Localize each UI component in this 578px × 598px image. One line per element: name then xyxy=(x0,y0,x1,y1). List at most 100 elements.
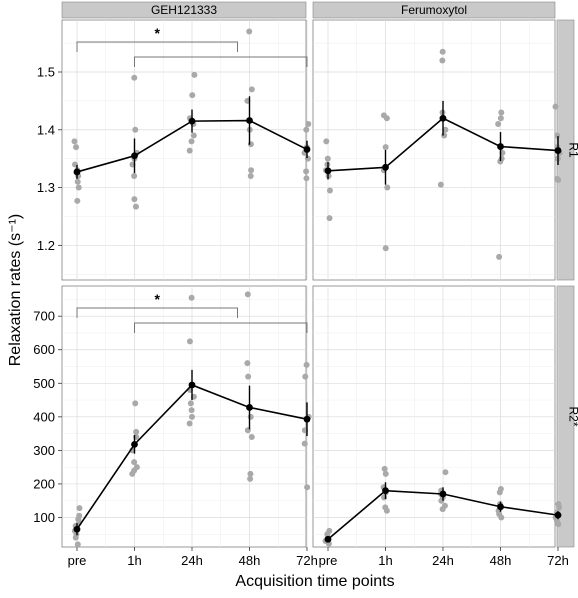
raw-data-point xyxy=(498,115,504,121)
mean-point xyxy=(555,147,562,154)
raw-data-point xyxy=(132,127,138,133)
raw-data-point xyxy=(245,291,251,297)
raw-data-point xyxy=(244,360,250,366)
raw-data-point xyxy=(189,92,195,98)
raw-data-point xyxy=(187,338,193,344)
significance-label: * xyxy=(155,25,161,41)
raw-data-point xyxy=(246,29,252,35)
mean-point xyxy=(131,441,138,448)
x-tick-label: 24h xyxy=(432,553,454,568)
raw-data-point xyxy=(327,187,333,193)
raw-data-point xyxy=(129,471,135,477)
raw-data-point xyxy=(305,121,311,127)
y-tick-label: 1.3 xyxy=(37,180,55,195)
y-tick-label: 1.5 xyxy=(37,65,55,80)
raw-data-point xyxy=(73,144,79,150)
raw-data-point xyxy=(248,173,254,179)
raw-data-point xyxy=(384,185,390,191)
raw-data-point xyxy=(442,469,448,475)
raw-data-point xyxy=(383,471,389,477)
raw-data-point xyxy=(302,374,308,380)
y-tick-label: 100 xyxy=(33,510,55,525)
raw-data-point xyxy=(383,245,389,251)
raw-data-point xyxy=(440,506,446,512)
mean-point xyxy=(246,404,253,411)
raw-data-point xyxy=(73,535,79,541)
raw-data-point xyxy=(305,156,311,162)
raw-data-point xyxy=(188,400,194,406)
raw-data-point xyxy=(498,109,504,115)
x-tick-label: pre xyxy=(319,553,338,568)
mean-point xyxy=(246,117,253,124)
raw-data-point xyxy=(247,476,253,482)
mean-point xyxy=(497,503,504,510)
raw-data-point xyxy=(303,127,309,133)
raw-data-point xyxy=(440,49,446,55)
raw-data-point xyxy=(304,362,310,368)
raw-data-point xyxy=(555,177,561,183)
raw-data-point xyxy=(187,421,193,427)
raw-data-point xyxy=(302,441,308,447)
row-strip-label: R2* xyxy=(567,406,578,426)
raw-data-point xyxy=(497,489,503,495)
raw-data-point xyxy=(133,204,139,210)
mean-point xyxy=(440,491,447,498)
mean-point xyxy=(304,146,311,153)
raw-data-point xyxy=(555,521,561,527)
mean-point xyxy=(325,167,332,174)
raw-data-point xyxy=(75,179,81,185)
mean-point xyxy=(382,487,389,494)
raw-data-point xyxy=(187,148,193,154)
mean-point xyxy=(131,152,138,159)
panel-background xyxy=(313,20,555,280)
raw-data-point xyxy=(189,407,195,413)
raw-data-point xyxy=(76,505,82,511)
raw-data-point xyxy=(76,185,82,191)
raw-data-point xyxy=(303,168,309,174)
mean-point xyxy=(304,416,311,423)
raw-data-point xyxy=(384,508,390,514)
raw-data-point xyxy=(303,175,309,181)
raw-data-point xyxy=(441,133,447,139)
raw-data-point xyxy=(189,414,195,420)
x-tick-label: 1h xyxy=(378,553,392,568)
raw-data-point xyxy=(75,541,81,547)
raw-data-point xyxy=(553,104,559,110)
raw-data-point xyxy=(304,484,310,490)
raw-data-point xyxy=(132,400,138,406)
raw-data-point xyxy=(248,414,254,420)
x-axis-title: Acquisition time points xyxy=(235,573,394,590)
mean-point xyxy=(189,118,196,125)
raw-data-point xyxy=(245,374,251,380)
column-strip-label: Ferumoxytol xyxy=(401,3,467,17)
raw-data-point xyxy=(439,57,445,63)
y-tick-label: 1.4 xyxy=(37,122,55,137)
mean-point xyxy=(74,169,81,176)
mean-point xyxy=(325,536,332,543)
x-tick-label: 48h xyxy=(239,553,261,568)
raw-data-point xyxy=(189,295,195,301)
x-tick-label: pre xyxy=(68,553,87,568)
raw-data-point xyxy=(327,215,333,221)
raw-data-point xyxy=(323,138,329,144)
y-tick-label: 600 xyxy=(33,342,55,357)
x-tick-label: 24h xyxy=(181,553,203,568)
raw-data-point xyxy=(72,138,78,144)
raw-data-point xyxy=(382,466,388,472)
mean-point xyxy=(497,143,504,150)
raw-data-point xyxy=(131,196,137,202)
raw-data-point xyxy=(189,138,195,144)
raw-data-point xyxy=(384,115,390,121)
mean-point xyxy=(555,512,562,519)
raw-data-point xyxy=(495,121,501,127)
raw-data-point xyxy=(496,254,502,260)
mean-point xyxy=(440,115,447,122)
x-tick-label: 72h xyxy=(296,553,318,568)
x-tick-label: 1h xyxy=(127,553,141,568)
y-tick-label: 200 xyxy=(33,476,55,491)
mean-point xyxy=(189,382,196,389)
raw-data-point xyxy=(438,182,444,188)
raw-data-point xyxy=(554,133,560,139)
column-strip-label: GEH121333 xyxy=(151,3,217,17)
